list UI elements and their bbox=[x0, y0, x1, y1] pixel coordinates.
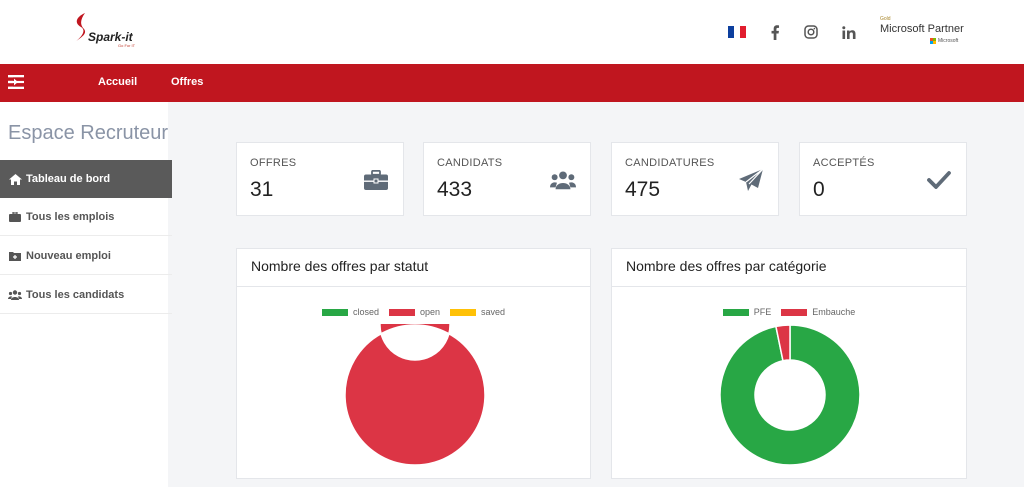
linkedin-icon[interactable] bbox=[840, 23, 858, 41]
legend-item[interactable]: Embauche bbox=[781, 307, 855, 317]
top-header: Spark-it Go For IT Gold Microsoft Partne… bbox=[0, 0, 1024, 64]
check-icon bbox=[926, 168, 952, 192]
sidebar-item-tous-les-candidats[interactable]: Tous les candidats bbox=[0, 276, 172, 314]
donut-slice-embauche[interactable] bbox=[775, 324, 791, 362]
facebook-icon[interactable] bbox=[766, 23, 784, 41]
paper-plane-icon bbox=[738, 168, 764, 192]
sidebar-item-label: Nouveau emploi bbox=[26, 249, 111, 262]
nav-link-accueil[interactable]: Accueil bbox=[98, 76, 138, 88]
legend-item[interactable]: closed bbox=[321, 307, 379, 317]
stat-label: CANDIDATURES bbox=[625, 157, 715, 169]
legend-item[interactable]: open bbox=[388, 307, 440, 317]
spark-it-logo-mark bbox=[75, 13, 86, 42]
legend-item[interactable]: PFE bbox=[722, 307, 772, 317]
partner-company: Microsoft bbox=[938, 38, 959, 44]
donut-slice-open[interactable] bbox=[344, 324, 486, 466]
legend-swatch bbox=[321, 308, 348, 316]
stat-card-acceptes[interactable]: ACCEPTÉS 0 bbox=[799, 142, 967, 216]
fr-flag-icon[interactable] bbox=[728, 26, 746, 38]
logo-tagline: Go For IT bbox=[118, 43, 136, 48]
chart-card-statut: Nombre des offres par statut closed open s… bbox=[236, 248, 591, 479]
stat-card-offres[interactable]: OFFRES 31 bbox=[236, 142, 404, 216]
sidebar-item-tous-les-emplois[interactable]: Tous les emplois bbox=[0, 198, 172, 236]
sidebar-item-tableau-de-bord[interactable]: Tableau de bord bbox=[0, 160, 172, 198]
stat-value: 0 bbox=[813, 178, 825, 201]
sidebar-title: Espace Recruteur bbox=[8, 122, 169, 144]
home-icon bbox=[8, 173, 22, 185]
legend-swatch bbox=[781, 308, 808, 316]
donut-chart-statut bbox=[344, 324, 486, 466]
nav-link-offres[interactable]: Offres bbox=[171, 76, 204, 88]
legend-label: saved bbox=[481, 307, 506, 317]
menu-toggle-icon[interactable] bbox=[7, 73, 25, 91]
users-icon bbox=[8, 289, 22, 301]
sidebar: Espace Recruteur Tableau de bord Tous le… bbox=[0, 102, 172, 487]
stat-label: ACCEPTÉS bbox=[813, 157, 875, 169]
sidebar-item-label: Tableau de bord bbox=[26, 173, 111, 185]
donut-chart-categorie bbox=[719, 324, 861, 466]
stat-label: OFFRES bbox=[250, 157, 297, 169]
sidebar-item-label: Tous les candidats bbox=[26, 288, 125, 301]
instagram-icon[interactable] bbox=[802, 23, 820, 41]
stat-label: CANDIDATS bbox=[437, 157, 503, 169]
briefcase-icon bbox=[8, 211, 22, 223]
microsoft-logo-icon bbox=[930, 38, 936, 44]
main-navbar: Accueil Offres bbox=[0, 64, 1024, 102]
chart-title: Nombre des offres par statut bbox=[237, 249, 590, 287]
chart-legend: PFE Embauche bbox=[612, 307, 966, 317]
chart-legend: closed open saved bbox=[237, 307, 590, 317]
stat-card-candidats[interactable]: CANDIDATS 433 bbox=[423, 142, 591, 216]
briefcase-icon bbox=[363, 168, 389, 192]
stat-value: 475 bbox=[625, 178, 661, 201]
partner-tier: Gold bbox=[880, 16, 891, 22]
folder-plus-icon bbox=[8, 250, 22, 262]
legend-swatch bbox=[450, 308, 476, 316]
legend-item[interactable]: saved bbox=[450, 307, 505, 317]
legend-label: closed bbox=[352, 307, 379, 317]
logo-text: Spark-it bbox=[88, 30, 133, 44]
partner-title: Microsoft Partner bbox=[880, 23, 964, 35]
donut-slice-pfe[interactable] bbox=[719, 324, 861, 466]
legend-label: PFE bbox=[753, 307, 772, 317]
chart-title: Nombre des offres par catégorie bbox=[612, 249, 966, 287]
legend-label: open bbox=[419, 307, 440, 317]
sidebar-item-nouveau-emploi[interactable]: Nouveau emploi bbox=[0, 237, 172, 275]
sidebar-item-label: Tous les emplois bbox=[26, 210, 115, 223]
chart-card-categorie: Nombre des offres par catégorie PFE Embau… bbox=[611, 248, 967, 479]
spark-it-logo[interactable]: Spark-it Go For IT bbox=[72, 12, 152, 50]
stat-value: 31 bbox=[250, 178, 274, 201]
stat-card-candidatures[interactable]: CANDIDATURES 475 bbox=[611, 142, 779, 216]
microsoft-partner-badge: Gold Microsoft Partner Microsoft bbox=[880, 16, 964, 48]
legend-swatch bbox=[388, 308, 415, 316]
legend-label: Embauche bbox=[812, 307, 856, 317]
legend-swatch bbox=[722, 308, 749, 316]
stat-value: 433 bbox=[437, 178, 473, 201]
users-icon bbox=[550, 168, 576, 192]
